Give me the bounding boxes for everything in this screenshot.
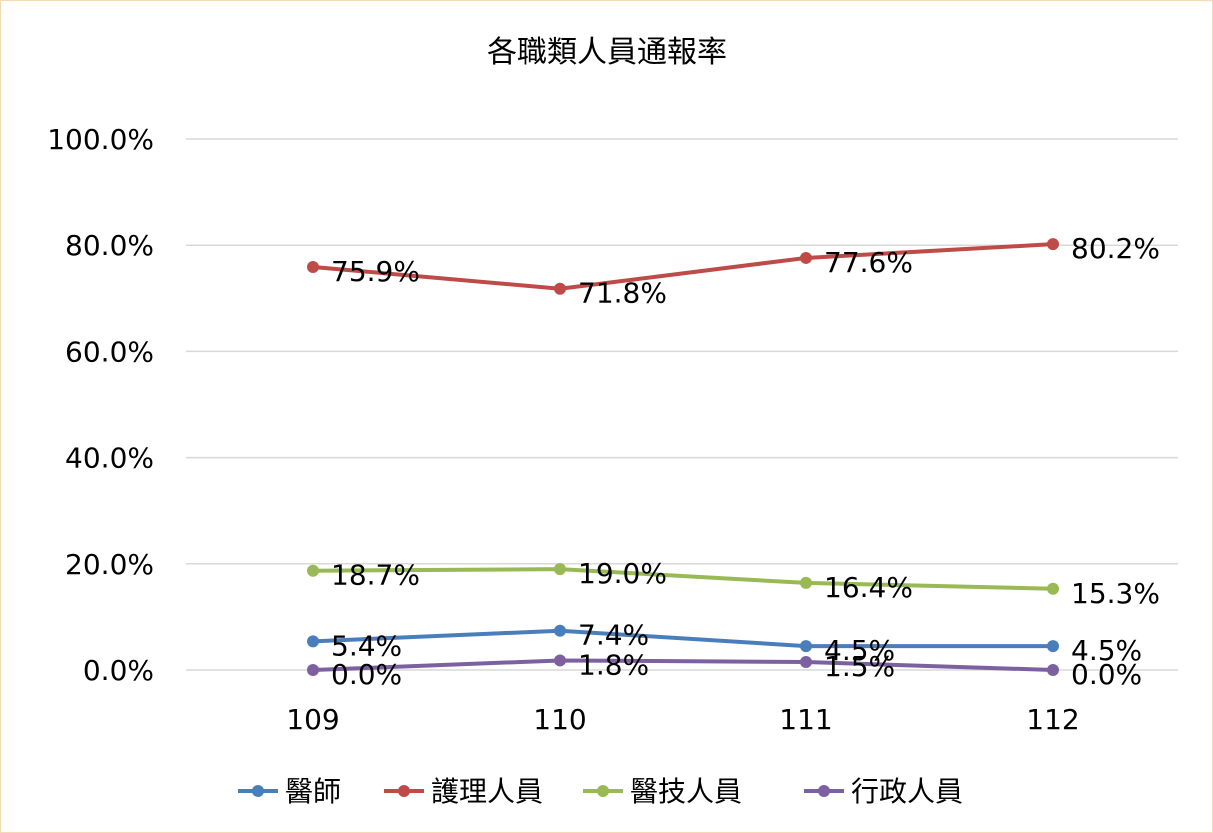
x-tick-label: 109 [286, 703, 339, 736]
data-label: 71.8% [578, 277, 667, 310]
data-label: 0.0% [1071, 658, 1142, 691]
series-line [311, 567, 1055, 591]
data-label: 16.4% [824, 571, 913, 604]
legend-item: 醫師 [238, 775, 341, 808]
data-point [554, 654, 566, 667]
data-label: 1.5% [824, 650, 895, 683]
data-point [1047, 664, 1059, 676]
series-line [311, 658, 1055, 672]
data-point [307, 260, 319, 273]
data-point [554, 563, 566, 576]
y-tick-label: 20.0% [65, 548, 154, 581]
legend-swatch-marker [252, 785, 264, 797]
data-labels: 5.4% 7.4% 4.5% 4.5% 75.9% 71.8% 77.6% 80.2% 18.7… [331, 232, 1160, 691]
series-line [311, 628, 1055, 649]
data-point [800, 640, 812, 653]
legend-item: 護理人員 [384, 775, 543, 808]
legend-swatch-marker [597, 785, 609, 797]
series-醫技人員 [307, 563, 1059, 595]
y-tick-label: 60.0% [65, 335, 154, 368]
data-label: 1.8% [578, 648, 649, 681]
legend-swatch-marker [398, 785, 410, 797]
legend-swatch-marker [818, 785, 830, 797]
chart-title: 各職類人員通報率 [487, 35, 727, 70]
y-tick-label: 40.0% [65, 442, 154, 475]
data-label: 77.6% [824, 246, 913, 279]
data-label: 7.4% [578, 619, 649, 652]
data-point [554, 624, 566, 637]
legend-item: 醫技人員 [583, 775, 742, 808]
series-lines [307, 238, 1059, 676]
data-point [1047, 640, 1059, 653]
data-label: 4.5% [824, 634, 895, 667]
legend: 醫師 護理人員 醫技人員 行政人員 [238, 775, 963, 808]
y-tick-label: 100.0% [47, 123, 154, 156]
series-醫師 [307, 624, 1059, 653]
legend-item: 行政人員 [804, 775, 963, 808]
data-label: 80.2% [1071, 232, 1160, 265]
x-tick-label: 110 [533, 703, 586, 736]
data-point [554, 282, 566, 295]
series-line [311, 242, 1055, 291]
x-tick-label: 111 [779, 703, 832, 736]
data-point [800, 656, 812, 669]
data-point [1047, 582, 1059, 595]
legend-label: 醫師 [285, 775, 341, 808]
data-point [307, 664, 319, 676]
y-tick-label: 80.0% [65, 229, 154, 262]
data-point [800, 251, 812, 264]
y-tick-label: 0.0% [83, 654, 154, 687]
x-axis-tick-labels: 109 110 111 112 [286, 703, 1079, 736]
legend-label: 護理人員 [431, 775, 543, 808]
data-label: 15.3% [1071, 577, 1160, 610]
data-point [800, 576, 812, 589]
data-point [307, 635, 319, 648]
series-行政人員 [307, 654, 1059, 676]
data-label: 0.0% [331, 658, 402, 691]
data-label: 18.7% [331, 559, 420, 592]
data-label: 5.4% [331, 629, 402, 662]
legend-label: 行政人員 [851, 775, 963, 808]
data-label: 75.9% [331, 255, 420, 288]
data-label: 4.5% [1071, 634, 1142, 667]
data-point [1047, 238, 1059, 251]
y-axis-tick-labels: 100.0% 80.0% 60.0% 40.0% 20.0% 0.0% [47, 123, 154, 687]
x-tick-label: 112 [1026, 703, 1079, 736]
series-護理人員 [307, 238, 1059, 295]
data-point [307, 564, 319, 577]
data-label: 19.0% [578, 557, 667, 590]
legend-label: 醫技人員 [630, 775, 742, 808]
